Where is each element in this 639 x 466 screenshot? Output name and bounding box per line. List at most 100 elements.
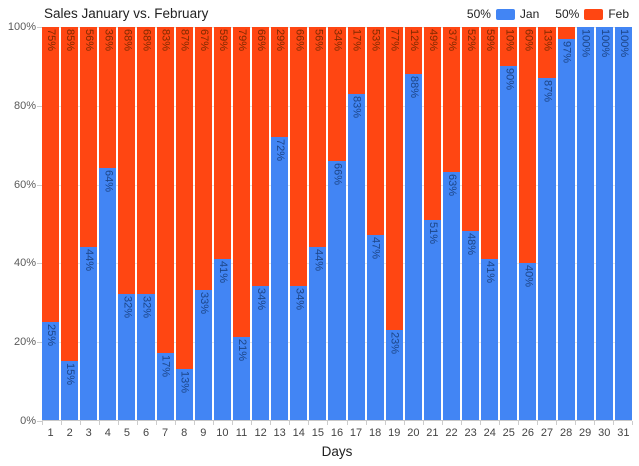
jan-segment-day-1[interactable]: 25% <box>42 321 60 420</box>
y-tick-mark <box>37 263 42 265</box>
feb-segment-day-11[interactable]: 79% <box>232 27 251 338</box>
feb-segment-day-13[interactable]: 29% <box>271 27 289 138</box>
jan-bar-label: 25% <box>45 323 58 346</box>
feb-segment-day-7[interactable]: 83% <box>156 27 174 354</box>
bars-container: 75% 25% 85% 15% 56% 44% 36% 64% 68% 32% 68% 32% 83% 1… <box>42 27 632 420</box>
jan-segment-day-21[interactable]: 51% <box>423 219 441 420</box>
x-tick-label-9: 9 <box>200 427 207 439</box>
jan-segment-day-20[interactable]: 88% <box>404 74 422 420</box>
feb-bar-label: 77% <box>388 29 401 52</box>
legend-jan-label: Jan <box>519 7 540 21</box>
jan-segment-day-29[interactable]: 100% <box>576 27 594 420</box>
feb-segment-day-24[interactable]: 59% <box>481 27 499 259</box>
x-tick-mark <box>460 421 462 425</box>
x-tick-label-24: 24 <box>483 427 496 439</box>
feb-bar-label: 56% <box>312 29 325 52</box>
bar-day-24: 59% 41% <box>481 27 499 420</box>
jan-segment-day-10[interactable]: 41% <box>213 258 231 420</box>
jan-segment-day-16[interactable]: 66% <box>328 160 346 420</box>
feb-segment-day-12[interactable]: 66% <box>252 27 270 287</box>
feb-bar-label: 13% <box>541 29 554 52</box>
x-tick-label-10: 10 <box>216 427 229 439</box>
y-tick-mark <box>37 342 42 344</box>
feb-segment-day-20[interactable]: 12% <box>404 27 422 75</box>
feb-segment-day-28[interactable] <box>557 27 575 39</box>
jan-segment-day-25[interactable]: 90% <box>500 66 518 420</box>
feb-segment-day-10[interactable]: 59% <box>213 27 231 259</box>
feb-segment-day-1[interactable]: 75% <box>42 27 60 322</box>
feb-bar-label: 68% <box>121 29 134 52</box>
jan-segment-day-4[interactable]: 64% <box>99 168 117 420</box>
jan-segment-day-12[interactable]: 34% <box>252 286 270 420</box>
jan-segment-day-24[interactable]: 41% <box>481 258 499 420</box>
x-tick-mark <box>593 421 595 425</box>
jan-segment-day-11[interactable]: 21% <box>232 337 251 420</box>
feb-segment-day-17[interactable]: 17% <box>347 27 365 94</box>
jan-segment-day-26[interactable]: 40% <box>519 262 537 420</box>
bar-day-5: 68% 32% <box>118 27 136 420</box>
jan-segment-day-3[interactable]: 44% <box>80 247 98 420</box>
feb-bar-label: 85% <box>64 29 77 52</box>
jan-bar-label: 72% <box>274 139 287 162</box>
jan-segment-day-15[interactable]: 44% <box>309 247 327 420</box>
bar-day-4: 36% 64% <box>99 27 117 420</box>
x-tick-mark <box>632 421 633 425</box>
x-tick-mark <box>232 421 234 425</box>
feb-segment-day-9[interactable]: 67% <box>194 27 212 291</box>
jan-segment-day-23[interactable]: 48% <box>462 231 480 420</box>
feb-bar-label: 37% <box>446 29 459 52</box>
x-tick-label-28: 28 <box>559 427 573 439</box>
feb-segment-day-8[interactable]: 87% <box>175 27 193 369</box>
jan-bar-label: 100% <box>617 29 630 58</box>
jan-segment-day-6[interactable]: 32% <box>137 294 155 420</box>
jan-segment-day-19[interactable]: 23% <box>385 329 403 420</box>
feb-segment-day-23[interactable]: 52% <box>462 27 480 232</box>
feb-segment-day-26[interactable]: 60% <box>519 27 537 263</box>
jan-segment-day-28[interactable]: 97% <box>557 38 575 420</box>
jan-segment-day-27[interactable]: 87% <box>538 78 556 420</box>
jan-segment-day-14[interactable]: 34% <box>290 286 308 420</box>
feb-segment-day-19[interactable]: 77% <box>385 27 403 330</box>
feb-bar-label: 36% <box>102 29 115 52</box>
x-tick-label-13: 13 <box>273 427 286 439</box>
jan-segment-day-9[interactable]: 33% <box>194 290 212 420</box>
feb-segment-day-16[interactable]: 34% <box>328 27 346 161</box>
x-tick-mark <box>289 421 291 425</box>
feb-segment-day-27[interactable]: 13% <box>538 27 556 79</box>
jan-bar-label: 40% <box>522 264 535 287</box>
feb-bar-label: 67% <box>197 29 210 52</box>
feb-segment-day-4[interactable]: 36% <box>99 27 117 169</box>
jan-segment-day-7[interactable]: 17% <box>156 353 174 420</box>
bar-day-20: 12% 88% <box>404 27 422 420</box>
x-tick-label-15: 15 <box>311 427 324 439</box>
feb-segment-day-21[interactable]: 49% <box>423 27 441 220</box>
jan-segment-day-30[interactable]: 100% <box>595 27 613 420</box>
jan-segment-day-13[interactable]: 72% <box>271 137 289 420</box>
jan-segment-day-17[interactable]: 83% <box>347 93 365 420</box>
x-tick-label-8: 8 <box>181 427 188 439</box>
jan-segment-day-31[interactable]: 100% <box>614 27 632 420</box>
feb-segment-day-14[interactable]: 66% <box>290 27 308 287</box>
jan-segment-day-5[interactable]: 32% <box>118 294 136 420</box>
jan-bar-label: 17% <box>159 355 172 378</box>
x-tick-mark <box>175 421 177 425</box>
y-tick-mark <box>37 184 42 186</box>
feb-segment-day-2[interactable]: 85% <box>61 27 79 362</box>
bar-day-19: 77% 23% <box>385 27 403 420</box>
feb-segment-day-15[interactable]: 56% <box>309 27 327 248</box>
feb-segment-day-3[interactable]: 56% <box>80 27 98 248</box>
x-tick-mark <box>574 421 576 425</box>
jan-segment-day-22[interactable]: 63% <box>442 172 461 420</box>
x-tick-label-3: 3 <box>85 427 92 439</box>
feb-segment-day-25[interactable]: 10% <box>500 27 518 67</box>
feb-segment-day-18[interactable]: 53% <box>366 27 384 236</box>
feb-segment-day-5[interactable]: 68% <box>118 27 136 295</box>
bar-day-7: 83% 17% <box>156 27 174 420</box>
x-tick-label-16: 16 <box>330 427 344 439</box>
jan-segment-day-18[interactable]: 47% <box>366 235 384 420</box>
feb-segment-day-6[interactable]: 68% <box>137 27 155 295</box>
feb-bar-label: 29% <box>274 29 287 52</box>
jan-segment-day-8[interactable]: 13% <box>175 368 193 420</box>
jan-segment-day-2[interactable]: 15% <box>61 361 79 420</box>
feb-segment-day-22[interactable]: 37% <box>442 27 461 173</box>
